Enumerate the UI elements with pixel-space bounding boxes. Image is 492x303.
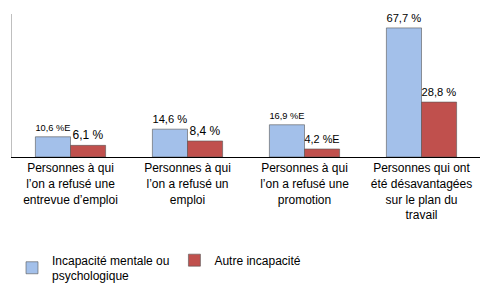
svg-text:Personnes à quil’on a refusé u: Personnes à quil’on a refusé uneentrevue… xyxy=(23,161,118,206)
svg-text:28,8 %: 28,8 % xyxy=(422,86,457,98)
svg-text:Autre incapacité: Autre incapacité xyxy=(214,254,300,268)
svg-text:16,9 %E: 16,9 %E xyxy=(269,111,304,121)
svg-text:Personnes à quil’on a refusé u: Personnes à quil’on a refusé unemploi xyxy=(144,161,231,206)
svg-text:Personnes à quil’on a refusé u: Personnes à quil’on a refusé unepromotio… xyxy=(260,161,349,206)
svg-text:Incapacité mentale oupsycholog: Incapacité mentale oupsychologique xyxy=(52,254,169,284)
svg-text:Personnes qui ontété désavanta: Personnes qui ontété désavantagéessur le… xyxy=(371,161,472,222)
svg-text:14,6 %: 14,6 % xyxy=(152,113,187,125)
svg-text:4,2 %E: 4,2 %E xyxy=(305,133,340,145)
svg-text:67,7 %: 67,7 % xyxy=(386,12,421,24)
svg-text:6,1 %: 6,1 % xyxy=(73,128,104,142)
svg-text:8,4 %: 8,4 % xyxy=(190,124,221,138)
svg-text:10,6 %E: 10,6 %E xyxy=(35,123,70,133)
